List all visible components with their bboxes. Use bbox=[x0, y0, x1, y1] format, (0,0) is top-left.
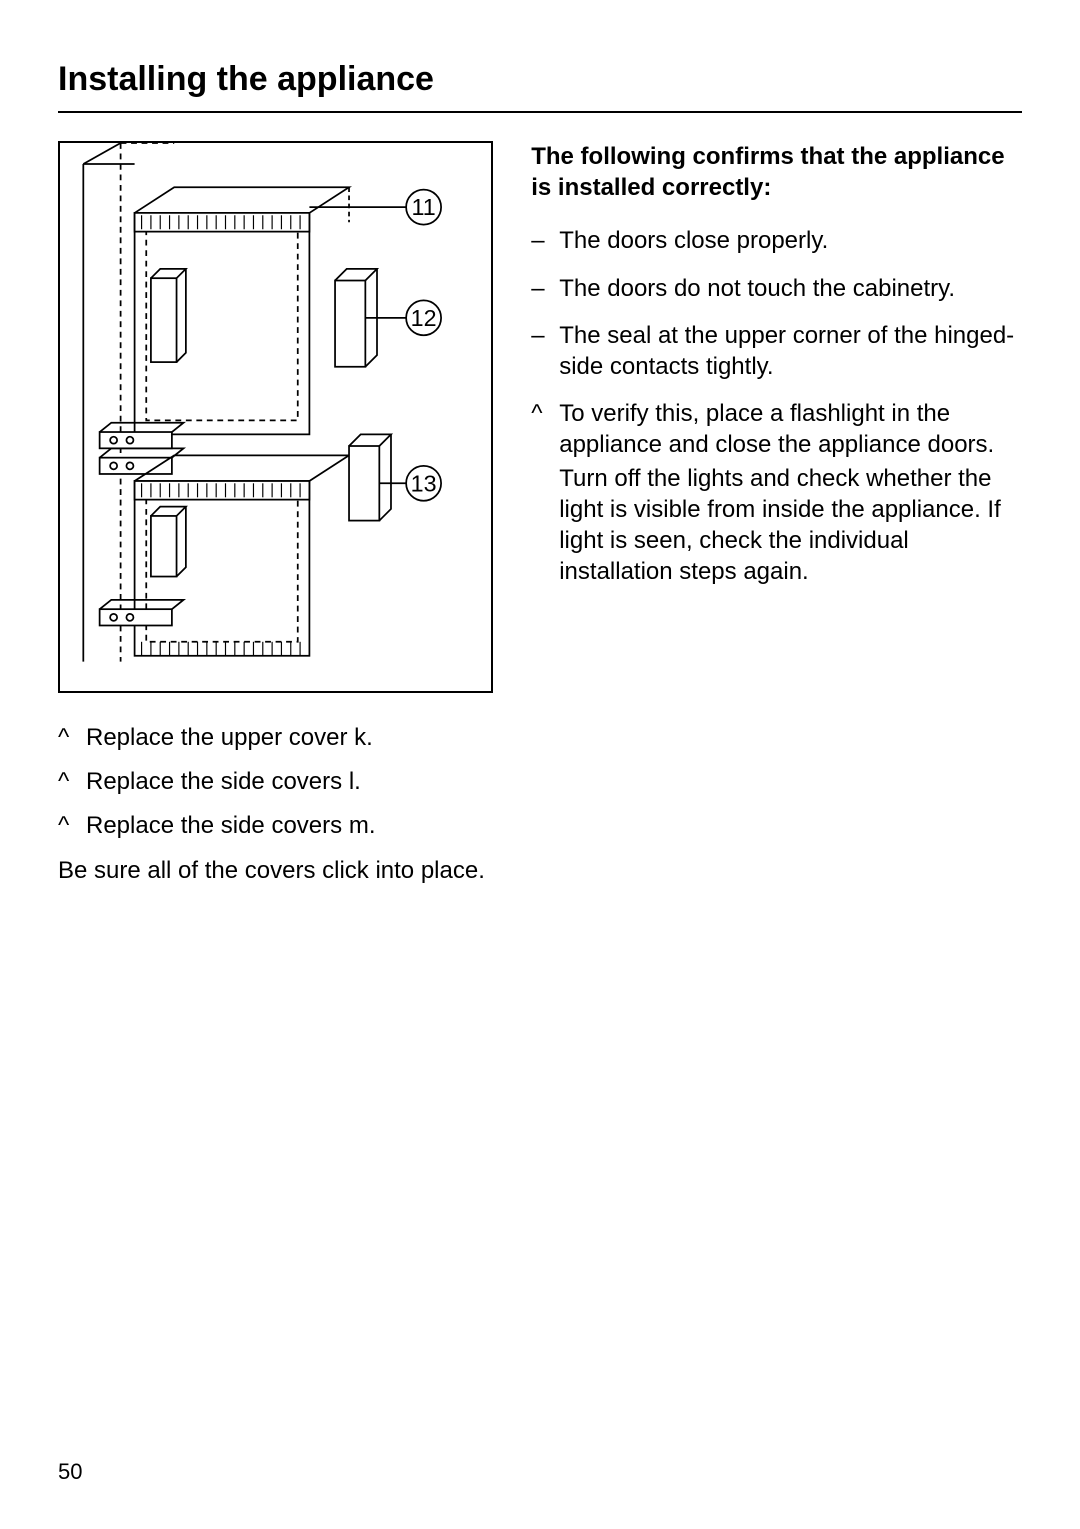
right-column: The following confirms that the applianc… bbox=[531, 141, 1022, 886]
page-number: 50 bbox=[58, 1459, 82, 1485]
step-3: ^ Replace the side covers m. bbox=[58, 811, 493, 841]
step-marker: ^ bbox=[58, 811, 86, 841]
appliance-diagram: 11 12 13 bbox=[58, 141, 493, 693]
step-marker: ^ bbox=[58, 767, 86, 797]
check-text: The doors close properly. bbox=[559, 225, 828, 256]
step-1: ^ Replace the upper cover k. bbox=[58, 723, 493, 753]
cover-note: Be sure all of the covers click into pla… bbox=[58, 855, 493, 886]
left-column: 11 12 13 ^ Replace the upper cover k. ^ bbox=[58, 141, 493, 886]
verify-p1: To verify this, place a flashlight in th… bbox=[559, 398, 1022, 460]
verify-p2: Turn off the lights and check whether th… bbox=[559, 463, 1022, 588]
dash-icon: – bbox=[531, 320, 559, 382]
check-3: – The seal at the upper corner of the hi… bbox=[531, 320, 1022, 382]
step-pre: Replace the upper cover bbox=[86, 724, 354, 751]
ref-letter: k bbox=[354, 724, 366, 751]
step-text: Replace the upper cover k. bbox=[86, 723, 493, 753]
dash-icon: – bbox=[531, 273, 559, 304]
step-post: . bbox=[369, 812, 376, 839]
step-pre: Replace the side covers bbox=[86, 768, 349, 795]
step-marker: ^ bbox=[531, 398, 559, 587]
callout-11-label: 11 bbox=[412, 194, 436, 220]
dash-icon: – bbox=[531, 225, 559, 256]
step-text: Replace the side covers m. bbox=[86, 811, 493, 841]
page-title: Installing the appliance bbox=[58, 60, 1022, 99]
step-2: ^ Replace the side covers l. bbox=[58, 767, 493, 797]
step-pre: Replace the side covers bbox=[86, 812, 349, 839]
step-text: Replace the side covers l. bbox=[86, 767, 493, 797]
step-post: . bbox=[366, 724, 373, 751]
ref-letter: m bbox=[349, 812, 369, 839]
title-rule bbox=[58, 111, 1022, 113]
check-1: – The doors close properly. bbox=[531, 225, 1022, 256]
check-2: – The doors do not touch the cabinetry. bbox=[531, 273, 1022, 304]
verify-block: ^ To verify this, place a flashlight in … bbox=[531, 398, 1022, 587]
step-marker: ^ bbox=[58, 723, 86, 753]
check-text: The doors do not touch the cabinetry. bbox=[559, 273, 955, 304]
check-text: The seal at the upper corner of the hing… bbox=[559, 320, 1022, 382]
content-columns: 11 12 13 ^ Replace the upper cover k. ^ bbox=[58, 141, 1022, 886]
callout-12-label: 12 bbox=[411, 305, 437, 331]
step-post: . bbox=[354, 768, 361, 795]
confirm-title: The following confirms that the applianc… bbox=[531, 141, 1022, 203]
callout-13-label: 13 bbox=[411, 470, 437, 496]
